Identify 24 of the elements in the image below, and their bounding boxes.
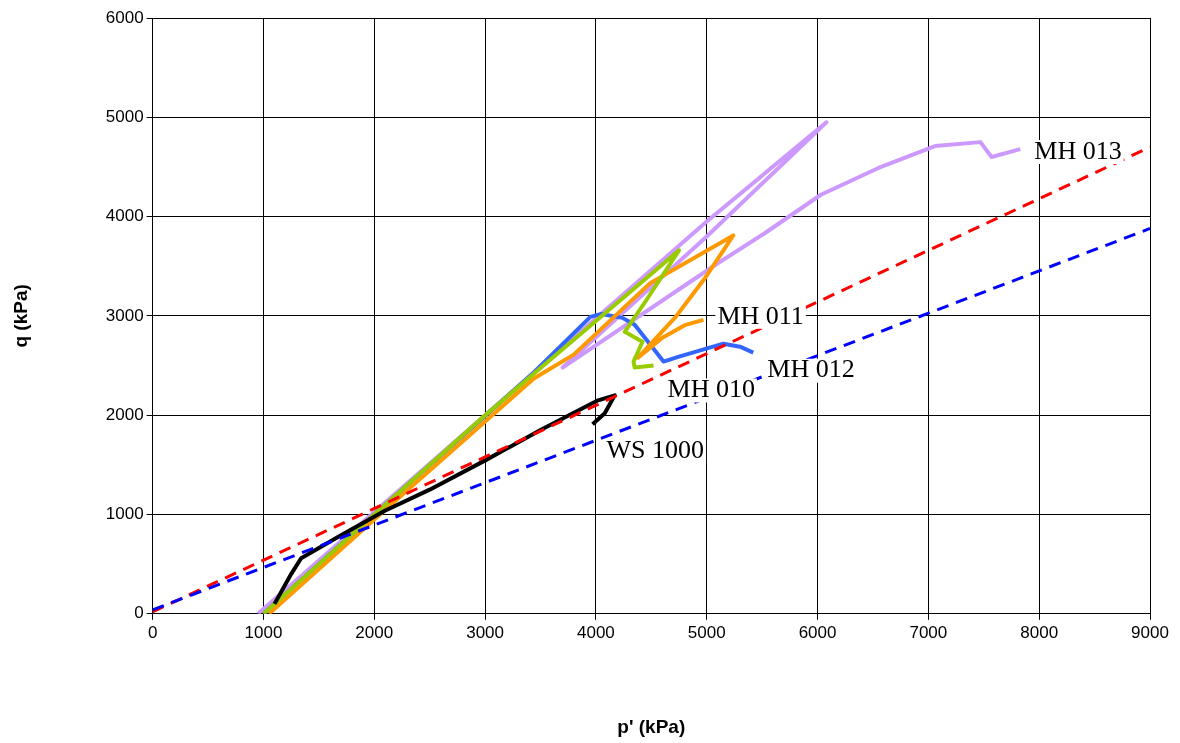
y-tick-label: 4000: [105, 206, 144, 226]
x-tick-label: 2000: [355, 622, 394, 642]
x-tick-label: 0: [147, 622, 158, 642]
x-tick-label: 6000: [798, 622, 837, 642]
y-tick-label: 3000: [105, 305, 144, 325]
x-tick-label: 7000: [909, 622, 948, 642]
x-tick-label: 9000: [1131, 622, 1169, 642]
series-label: MH 011: [717, 300, 804, 330]
y-tick-label: 2000: [105, 404, 144, 424]
x-tick-label: 5000: [687, 622, 726, 642]
x-tick-label: 4000: [576, 622, 615, 642]
series-label: MH 010: [667, 374, 755, 404]
x-tick-label: 1000: [244, 622, 283, 642]
y-tick-label: 5000: [105, 106, 144, 126]
series-label: MH 013: [1034, 135, 1122, 165]
y-tick-label: 0: [134, 603, 144, 623]
series-label: WS 1000: [606, 434, 705, 464]
x-tick-label: 8000: [1020, 622, 1059, 642]
x-axis-title: p' (kPa): [617, 715, 686, 737]
series-label: MH 012: [767, 354, 855, 384]
y-axis-title: q (kPa): [9, 284, 31, 348]
x-tick-label: 3000: [466, 622, 504, 642]
y-tick-label: 6000: [105, 7, 144, 27]
y-tick-label: 1000: [105, 504, 144, 524]
